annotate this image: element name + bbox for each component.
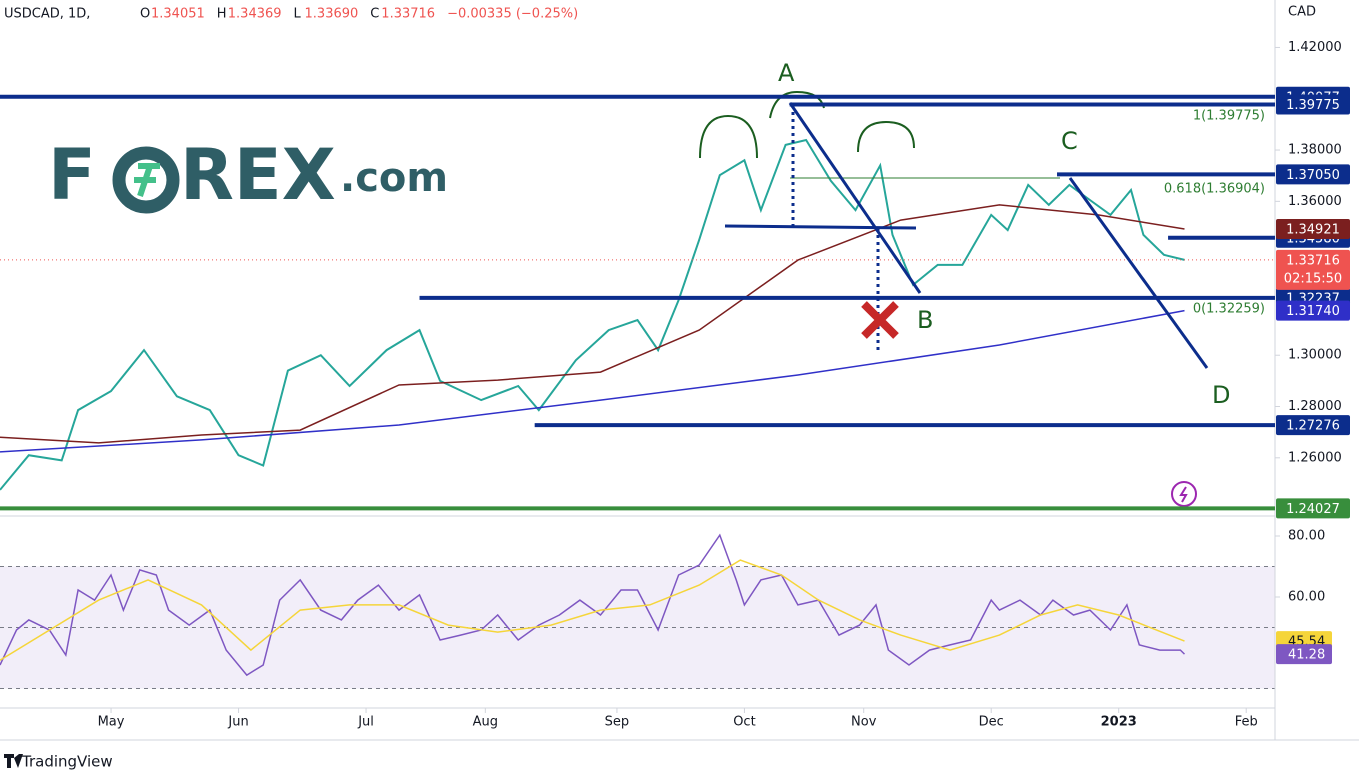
x-tick-label: Nov	[851, 715, 877, 730]
logo-mark	[134, 163, 160, 197]
x-tick-label: Feb	[1235, 715, 1258, 730]
ohlc-label: L	[294, 7, 302, 22]
y-tick-label: 1.36000	[1288, 194, 1342, 209]
ohlc-value: 1.34369	[228, 7, 282, 22]
x-tick-label: Jun	[227, 715, 248, 730]
rsi-band	[0, 566, 1275, 689]
currency: CAD	[1288, 5, 1316, 20]
x-tick-label: Aug	[473, 715, 498, 730]
value-label: 41.28	[1288, 648, 1325, 663]
alert-icon	[1171, 481, 1197, 507]
price-label: 1.39775	[1286, 98, 1340, 113]
price-label-box	[1276, 415, 1350, 436]
annotation: C	[1061, 127, 1078, 155]
price-label-box	[1276, 300, 1350, 321]
series-line	[0, 533, 1186, 677]
ohlc-label: O	[140, 7, 150, 22]
price-label: 1.24027	[1286, 502, 1340, 517]
countdown: 02:15:50	[1284, 271, 1342, 286]
annotation: D	[1212, 381, 1230, 409]
y-tick-label: 1.28000	[1288, 399, 1342, 414]
head-arc	[769, 90, 825, 119]
y-tick-label: 1.38000	[1288, 143, 1342, 158]
y-tick-label: 1.30000	[1288, 348, 1342, 363]
logo-f: F	[48, 134, 96, 216]
logo-o	[112, 146, 180, 214]
price-label: 1.34921	[1286, 223, 1340, 238]
price-label-box	[1276, 164, 1350, 185]
series-line	[0, 204, 1185, 444]
price-label-box	[1276, 498, 1350, 519]
x-tick-label: Dec	[979, 715, 1004, 730]
ohlc-label: C	[370, 7, 379, 22]
header: USDCAD, 1D, CAD O 1.34051 H 1.34369 L 1.33690…	[4, 5, 1316, 22]
ohlc-value: 1.33716	[381, 7, 435, 22]
x-tick-label: Jul	[357, 715, 374, 730]
x-mark	[861, 301, 899, 339]
series-line	[0, 559, 1185, 661]
change: −0.00335 (−0.25%)	[447, 7, 578, 22]
fib-label: 0(1.32259)	[1193, 302, 1265, 317]
trend-line	[788, 102, 922, 294]
tv-icon	[4, 754, 23, 768]
price-label-box	[1276, 219, 1350, 240]
x-tick-label: Oct	[733, 715, 755, 730]
y-tick-label: 1.42000	[1288, 40, 1342, 55]
drawings	[699, 90, 1209, 507]
price-label-box	[1276, 94, 1350, 115]
annotation: A	[778, 59, 795, 87]
price-pane	[0, 138, 1275, 491]
y-tick-label: 60.00	[1288, 590, 1325, 605]
ohlc-label: H	[217, 7, 227, 22]
price-label: 1.27276	[1286, 419, 1340, 434]
logo: F REX .com	[48, 134, 448, 216]
alert-bolt	[1179, 486, 1188, 503]
price-label: 1.33716	[1286, 253, 1340, 268]
ohlc-value: 1.33690	[305, 7, 359, 22]
x-tick-label: Sep	[605, 715, 630, 730]
annotation: B	[917, 306, 933, 334]
price-label-box	[1276, 249, 1350, 290]
head-arc	[699, 114, 758, 159]
y-tick-label: 80.00	[1288, 528, 1325, 543]
head-arc	[857, 120, 915, 153]
fib-label: 1(1.39775)	[1193, 109, 1265, 124]
logo-suffix: .com	[340, 155, 448, 201]
fib-label: 0.618(1.36904)	[1164, 182, 1265, 197]
rsi-pane	[0, 533, 1275, 690]
rsi-lines	[0, 533, 1186, 677]
logo-rex: REX	[180, 134, 336, 216]
value-label-box	[1276, 644, 1332, 665]
symbol: USDCAD, 1D,	[4, 7, 90, 22]
price-label: 1.31740	[1286, 304, 1340, 319]
footer: TradingView	[21, 753, 113, 771]
series-line	[0, 138, 1185, 491]
price-label: 1.37050	[1286, 168, 1340, 183]
series-line	[0, 309, 1185, 453]
x-tick-label: May	[98, 715, 125, 730]
trend-line	[1068, 177, 1209, 369]
ohlc-value: 1.34051	[151, 7, 205, 22]
y-tick-label: 1.26000	[1288, 450, 1342, 465]
x-tick-label: 2023	[1101, 715, 1137, 730]
neckline	[724, 224, 917, 230]
